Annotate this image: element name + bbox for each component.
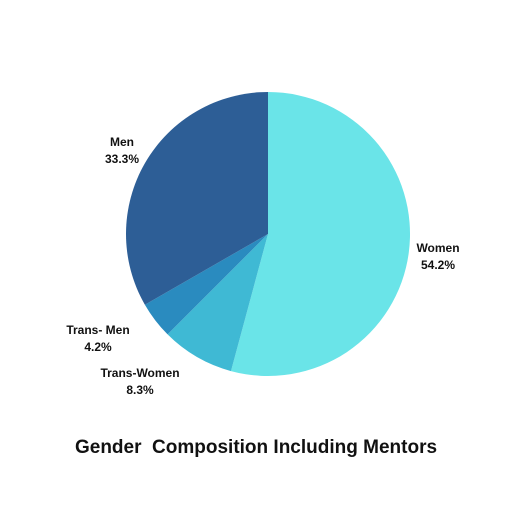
women-slice-label: Women 54.2% [403,240,473,274]
trans-women-name: Trans-Women [100,366,180,380]
trans-men-name: Trans- Men [66,323,130,337]
pie-slice-trans-men [144,234,268,335]
chart-title: Gender Composition Including Mentors [74,437,438,458]
men-name: Men [110,135,134,149]
pie-slice-men [126,92,268,305]
trans-men-slice-label: Trans- Men 4.2% [56,322,140,356]
men-slice-label: Men 33.3% [92,134,152,168]
women-name: Women [416,241,460,255]
trans-men-percent: 4.2% [84,340,112,354]
men-percent: 33.3% [104,152,140,166]
trans-women-percent: 8.3% [126,383,154,397]
pie-slice-women [230,92,411,376]
women-percent: 54.2% [420,258,456,272]
pie-slice-trans-women [167,234,268,372]
trans-women-slice-label: Trans-Women 8.3% [88,365,192,399]
